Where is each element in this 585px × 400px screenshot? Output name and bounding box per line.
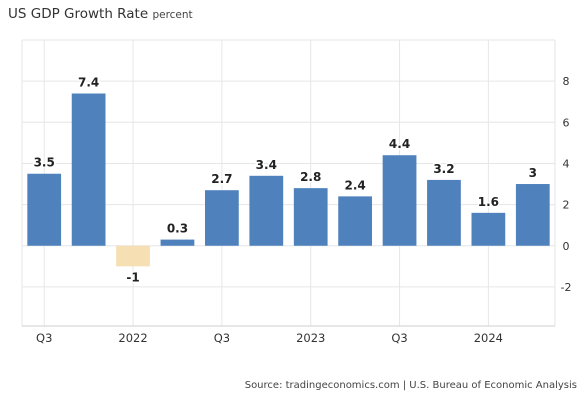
- x-tick-label: 2022: [118, 331, 147, 345]
- bar-value-label: 2.4: [344, 178, 365, 192]
- bars: [27, 93, 550, 267]
- bar-value-label: 7.4: [78, 75, 99, 89]
- bar-q3-2023[interactable]: [382, 155, 417, 246]
- y-tick-label: 8: [563, 75, 570, 88]
- bar-value-label: 3.2: [433, 162, 454, 176]
- y-tick-label: 2: [563, 199, 570, 212]
- bar-value-label: 3.5: [34, 156, 55, 170]
- y-tick-label: 6: [563, 116, 570, 129]
- y-tick-label: 4: [563, 157, 570, 170]
- bar-q1-2022[interactable]: [116, 245, 150, 267]
- bar-value-label: -1: [126, 270, 139, 284]
- x-tick-label: Q3: [214, 331, 230, 345]
- chart-title-block: US GDP Growth Rate percent: [8, 6, 193, 22]
- bar-value-label: 2.8: [300, 170, 321, 184]
- x-tick-label: 2024: [474, 331, 503, 345]
- x-axis-ticks: Q3 2022 Q3 2023 Q3 2024: [36, 331, 503, 345]
- bar-q4-2021[interactable]: [71, 93, 106, 246]
- grid: [21, 39, 556, 327]
- data-labels: 3.5 7.4 -1 0.3 2.7 3.4 2.8 2.4 4.4 3.2 1.6 3: [32, 74, 538, 286]
- bar-q4-2023[interactable]: [427, 179, 461, 246]
- bar-value-label: 3: [529, 166, 537, 180]
- bar-q2-2023[interactable]: [338, 196, 373, 246]
- bar-q3-2021[interactable]: [27, 173, 62, 246]
- source-credit: Source: tradingeconomics.com | U.S. Bure…: [244, 380, 577, 391]
- bar-value-label: 4.4: [389, 137, 410, 151]
- bar-q3-2022[interactable]: [204, 190, 239, 246]
- bar-q1-2023[interactable]: [293, 188, 328, 246]
- bar-value-label: 2.7: [211, 172, 232, 186]
- bar-value-label: 1.6: [478, 195, 499, 209]
- bar-value-label: 3.4: [256, 158, 277, 172]
- x-tick-label: 2023: [296, 331, 325, 345]
- chart-subtitle: percent: [152, 9, 193, 21]
- bar-q2-2024[interactable]: [515, 184, 550, 246]
- bar-q1-2024[interactable]: [471, 212, 506, 246]
- y-tick-label: -2: [561, 281, 572, 294]
- chart-title: US GDP Growth Rate: [8, 6, 149, 22]
- bar-q4-2022[interactable]: [249, 175, 284, 246]
- x-tick-label: Q3: [36, 331, 52, 345]
- bar-value-label: 0.3: [167, 222, 188, 236]
- y-axis-ticks: -2 0 2 4 6 8: [561, 75, 572, 294]
- bar-q2-2022[interactable]: [160, 239, 195, 246]
- x-tick-label: Q3: [391, 331, 407, 345]
- y-tick-label: 0: [563, 240, 570, 253]
